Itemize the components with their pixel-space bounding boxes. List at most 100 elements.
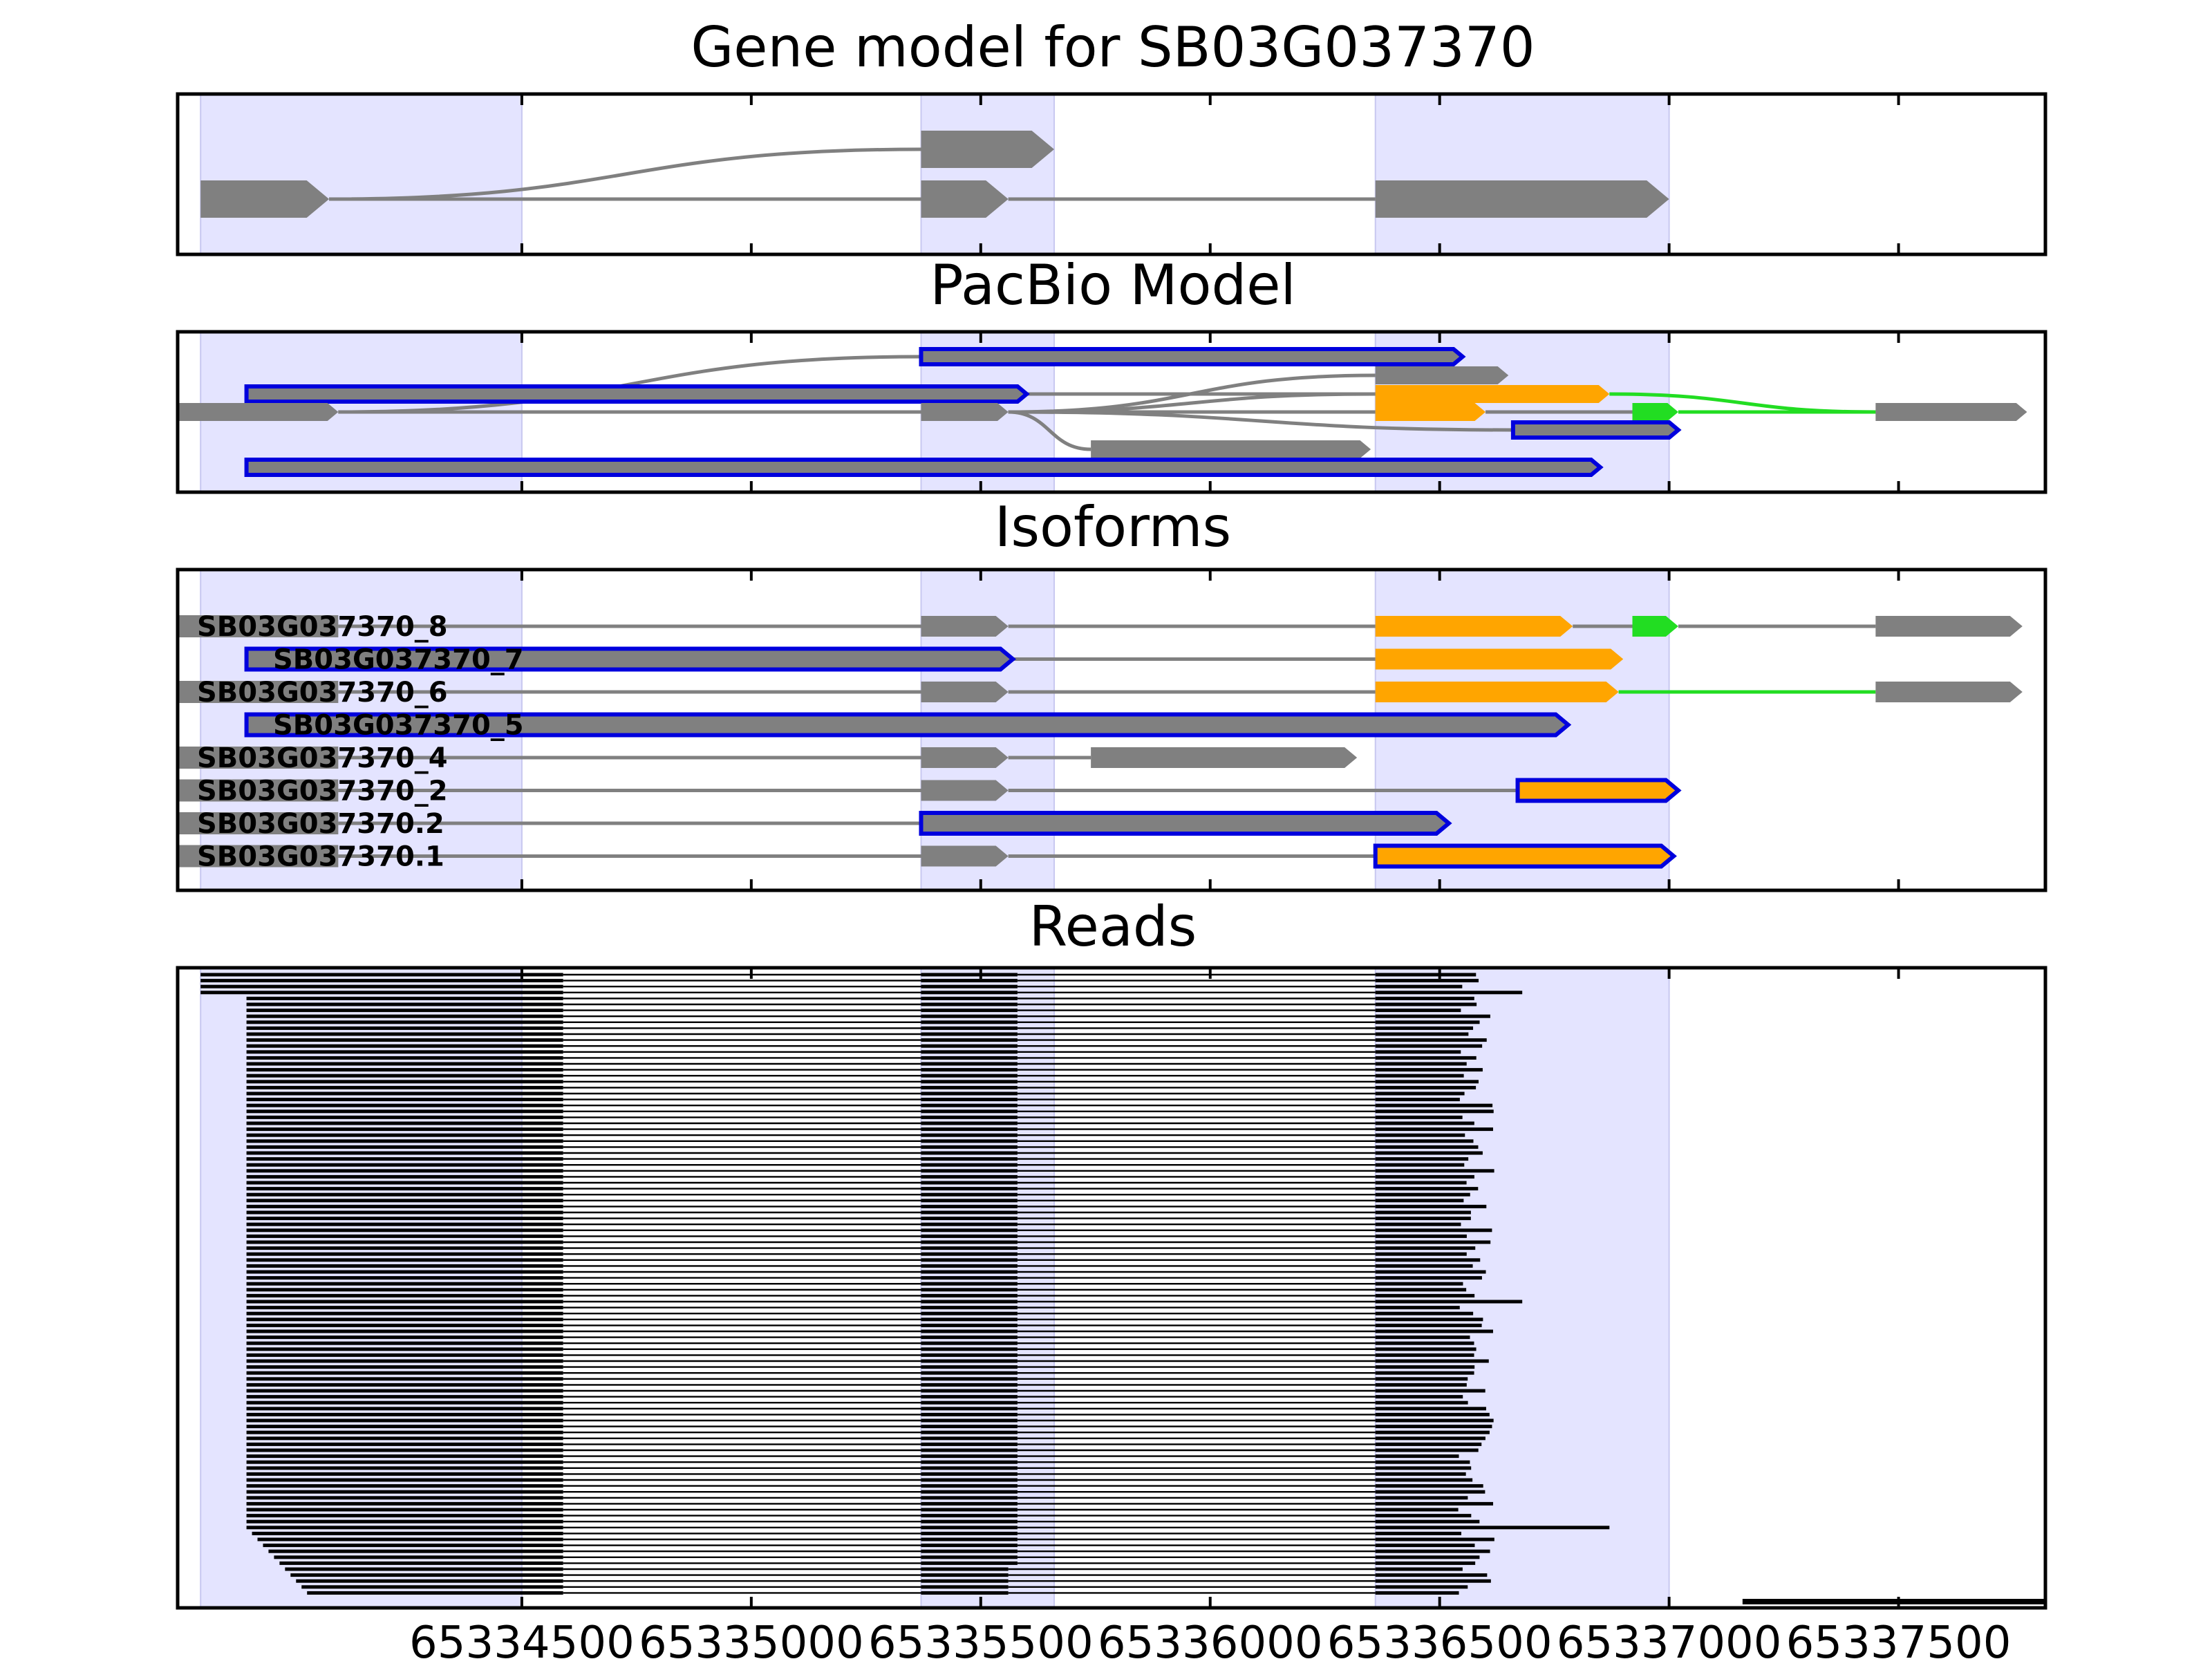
read-exon xyxy=(921,1252,1018,1256)
read-exon xyxy=(285,1567,563,1571)
read-exon xyxy=(921,1382,1018,1387)
read-exon xyxy=(1375,1181,1467,1185)
read-exon xyxy=(1375,1466,1472,1470)
read-exon xyxy=(1375,1174,1474,1179)
read-exon xyxy=(921,1448,1018,1452)
read-exon xyxy=(1375,1264,1473,1268)
read-exon xyxy=(1375,1335,1470,1340)
read-exon xyxy=(921,1163,1018,1167)
read-exon xyxy=(1375,1056,1477,1060)
read-exon xyxy=(1375,1217,1471,1221)
read-exon xyxy=(246,1246,563,1250)
x-axis-ticks: 65334500 65335000 65335500 65336000 65336500… xyxy=(409,94,2011,1659)
read-exon xyxy=(921,1579,1009,1583)
isoform-label: SB03G037370_6 xyxy=(197,677,448,709)
read-exon xyxy=(1375,1288,1467,1292)
read-exon xyxy=(921,1181,1018,1185)
read-exon xyxy=(246,1425,563,1429)
read-exon xyxy=(246,1020,563,1024)
read-exon xyxy=(1375,1258,1481,1262)
read-exon xyxy=(1375,1585,1468,1589)
read-exon xyxy=(921,1103,1018,1107)
read-exon xyxy=(1375,1026,1474,1030)
read-exon xyxy=(1375,1353,1474,1357)
read-exon xyxy=(246,1228,563,1232)
isoform-exon xyxy=(919,811,1452,836)
read-exon xyxy=(290,1573,563,1577)
isoform-exon xyxy=(1375,616,1573,637)
read-exon xyxy=(246,1442,563,1446)
pacbio-exon xyxy=(178,403,339,421)
x-tick-label: 65334500 xyxy=(409,1618,635,1659)
read-exon xyxy=(1375,1555,1480,1559)
read-exon xyxy=(1375,1531,1461,1535)
read-exon xyxy=(1375,1068,1483,1072)
isoform-exon xyxy=(244,646,1016,672)
read-exon xyxy=(921,1192,1018,1197)
read-exon xyxy=(279,1561,563,1565)
read-exon xyxy=(1375,1210,1471,1215)
read-exon xyxy=(1375,1240,1491,1244)
read-exon xyxy=(921,1555,1018,1559)
read-exon xyxy=(921,1127,1018,1132)
isoform-exon xyxy=(178,615,339,637)
panel-frame-reads xyxy=(176,966,2047,1610)
read-exon xyxy=(1375,1234,1467,1238)
read-exon xyxy=(1375,1199,1464,1203)
read-exon xyxy=(246,1508,563,1512)
read-exon xyxy=(246,1306,563,1310)
read-exon xyxy=(921,1068,1018,1072)
read-exon xyxy=(296,1579,563,1583)
isoform-exon xyxy=(1373,843,1677,869)
read-exon xyxy=(246,1365,563,1369)
read-exon xyxy=(1375,1009,1461,1013)
read-exon xyxy=(921,1484,1018,1488)
read-exon xyxy=(246,1276,563,1280)
panel-title-reads: Reads xyxy=(1029,894,1197,959)
read-exon xyxy=(246,1145,563,1149)
read-exon xyxy=(246,1062,563,1066)
read-exon xyxy=(1375,1306,1460,1310)
read-exon xyxy=(246,1044,563,1048)
gene-model-intron xyxy=(329,147,921,201)
read-exon xyxy=(921,1050,1018,1054)
read-exon xyxy=(921,1139,1018,1143)
read-exon xyxy=(921,1026,1018,1030)
read-exon xyxy=(246,1210,563,1215)
read-exon xyxy=(246,996,563,1000)
read-exon xyxy=(921,1133,1018,1137)
read-exon xyxy=(246,1091,563,1096)
read-exon xyxy=(1375,1472,1466,1476)
read-exon xyxy=(1375,1561,1476,1565)
panel-pacbio-model xyxy=(178,331,2027,493)
x-tick-label: 65336500 xyxy=(1327,1618,1553,1659)
isoform-exon xyxy=(1091,747,1358,768)
read-exon xyxy=(1375,1567,1463,1571)
read-exon xyxy=(246,1526,563,1530)
read-exon xyxy=(921,1407,1018,1411)
read-exon xyxy=(246,1382,563,1387)
read-exon xyxy=(921,1353,1018,1357)
read-exon xyxy=(921,1098,1018,1102)
pacbio-exon xyxy=(1375,385,1610,403)
read-exon xyxy=(307,1591,563,1595)
read-exon xyxy=(246,1270,563,1274)
panel-frame-gene xyxy=(176,92,2047,256)
read-exon xyxy=(921,1288,1018,1292)
x-tick-label: 65335500 xyxy=(868,1618,1094,1659)
read-exon xyxy=(921,1145,1018,1149)
read-exon xyxy=(921,1151,1018,1155)
read-exon xyxy=(246,1436,563,1441)
read-exon xyxy=(921,1009,1018,1013)
read-exon xyxy=(921,1246,1018,1250)
read-exon xyxy=(246,1026,563,1030)
read-exon xyxy=(246,1412,563,1416)
read-exon xyxy=(921,1585,1009,1589)
read-exon xyxy=(1375,1300,1523,1304)
read-exon xyxy=(1375,1430,1490,1434)
read-exon xyxy=(921,1335,1018,1340)
read-exon xyxy=(921,1311,1018,1315)
read-exon xyxy=(921,1044,1018,1048)
read-exon xyxy=(1375,1318,1483,1322)
read-exon xyxy=(921,1526,1018,1530)
